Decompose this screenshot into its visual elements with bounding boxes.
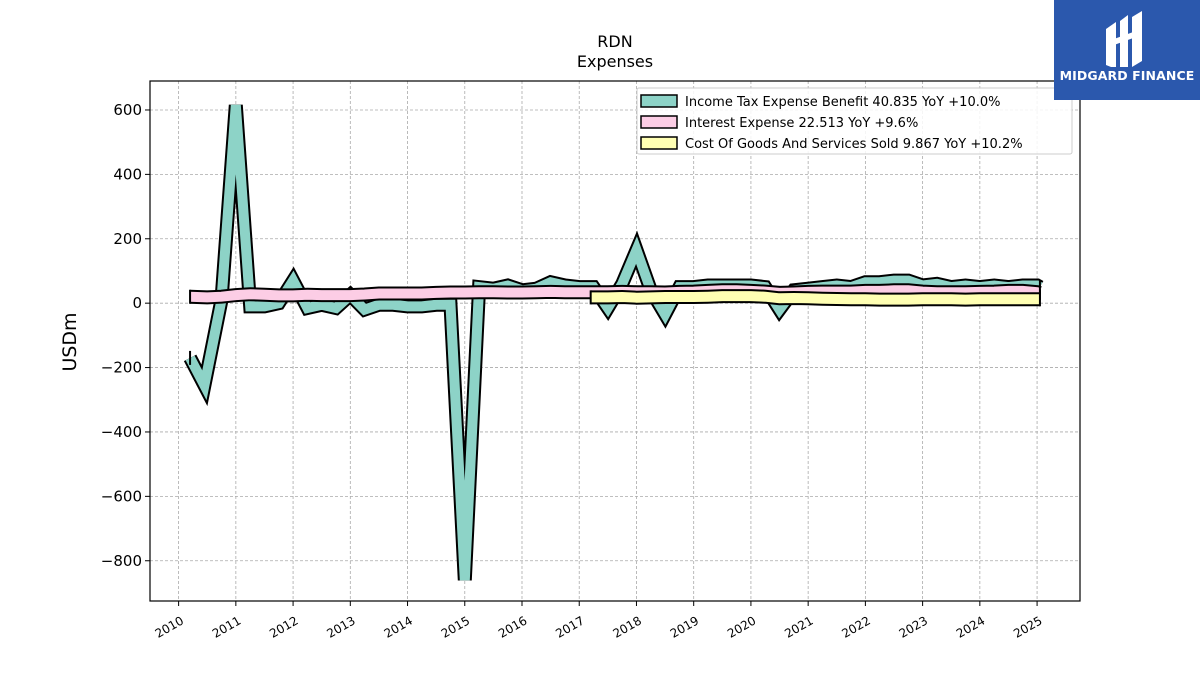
x-tick-label: 2020	[725, 613, 758, 640]
plot-frame	[149, 80, 1081, 602]
logo-mark-icon	[1106, 11, 1142, 67]
chart-subtitle: Expenses	[577, 52, 653, 71]
x-tick-label: 2011	[210, 613, 243, 640]
x-tick-label: 2015	[439, 613, 472, 640]
legend-box	[636, 87, 1073, 155]
y-tick-label: 200	[113, 230, 142, 248]
x-tick-label: 2025	[1011, 613, 1044, 640]
y-tick-label: 0	[132, 294, 142, 312]
midgard-finance-logo: MIDGARD FINANCE	[1054, 0, 1200, 100]
x-tick-label: 2019	[668, 613, 701, 640]
legend-label: Interest Expense 22.513 YoY +9.6%	[685, 116, 918, 131]
legend-swatch	[640, 136, 678, 150]
grid	[150, 81, 1080, 601]
series-3	[589, 289, 1041, 307]
legend-label: Income Tax Expense Benefit 40.835 YoY +1…	[685, 95, 1000, 110]
y-axis-label: USDm	[59, 312, 81, 371]
y-tick-label: −800	[101, 552, 142, 570]
x-tick-label: 2017	[553, 613, 586, 640]
y-tick-label: −400	[101, 423, 142, 441]
x-tick-label: 2024	[954, 613, 987, 640]
x-tick-label: 2018	[611, 613, 644, 640]
series-line	[590, 291, 1040, 305]
x-tick-label: 2010	[153, 613, 186, 640]
series-1	[183, 104, 1044, 581]
chart-title: RDN	[597, 32, 632, 51]
x-tick-label: 2016	[496, 613, 529, 640]
x-axis: 2010 2011 2012 2013 2014 2015 2016 2017 2018 2019…	[153, 601, 1045, 641]
legend: Income Tax Expense Benefit 40.835 YoY +1…	[636, 87, 1073, 155]
legend-swatch	[640, 94, 678, 108]
y-axis: 600 400 200 0 −200 −400 −600 −800	[101, 101, 150, 570]
y-tick-label: 400	[113, 165, 142, 183]
y-tick-label: −600	[101, 487, 142, 505]
y-tick-label: 600	[113, 101, 142, 119]
series-outline	[183, 104, 1044, 581]
legend-swatch	[640, 115, 678, 129]
x-tick-label: 2023	[897, 613, 930, 640]
y-tick-label: −200	[101, 359, 142, 377]
x-tick-label: 2014	[382, 613, 415, 640]
logo-text: MIDGARD FINANCE	[1059, 68, 1195, 83]
series-line	[185, 104, 1043, 581]
x-tick-label: 2021	[782, 613, 815, 640]
series-layer	[183, 104, 1044, 581]
x-tick-label: 2013	[324, 613, 357, 640]
x-tick-label: 2012	[267, 613, 300, 640]
x-tick-label: 2022	[839, 613, 872, 640]
legend-label: Cost Of Goods And Services Sold 9.867 Yo…	[685, 137, 1023, 152]
